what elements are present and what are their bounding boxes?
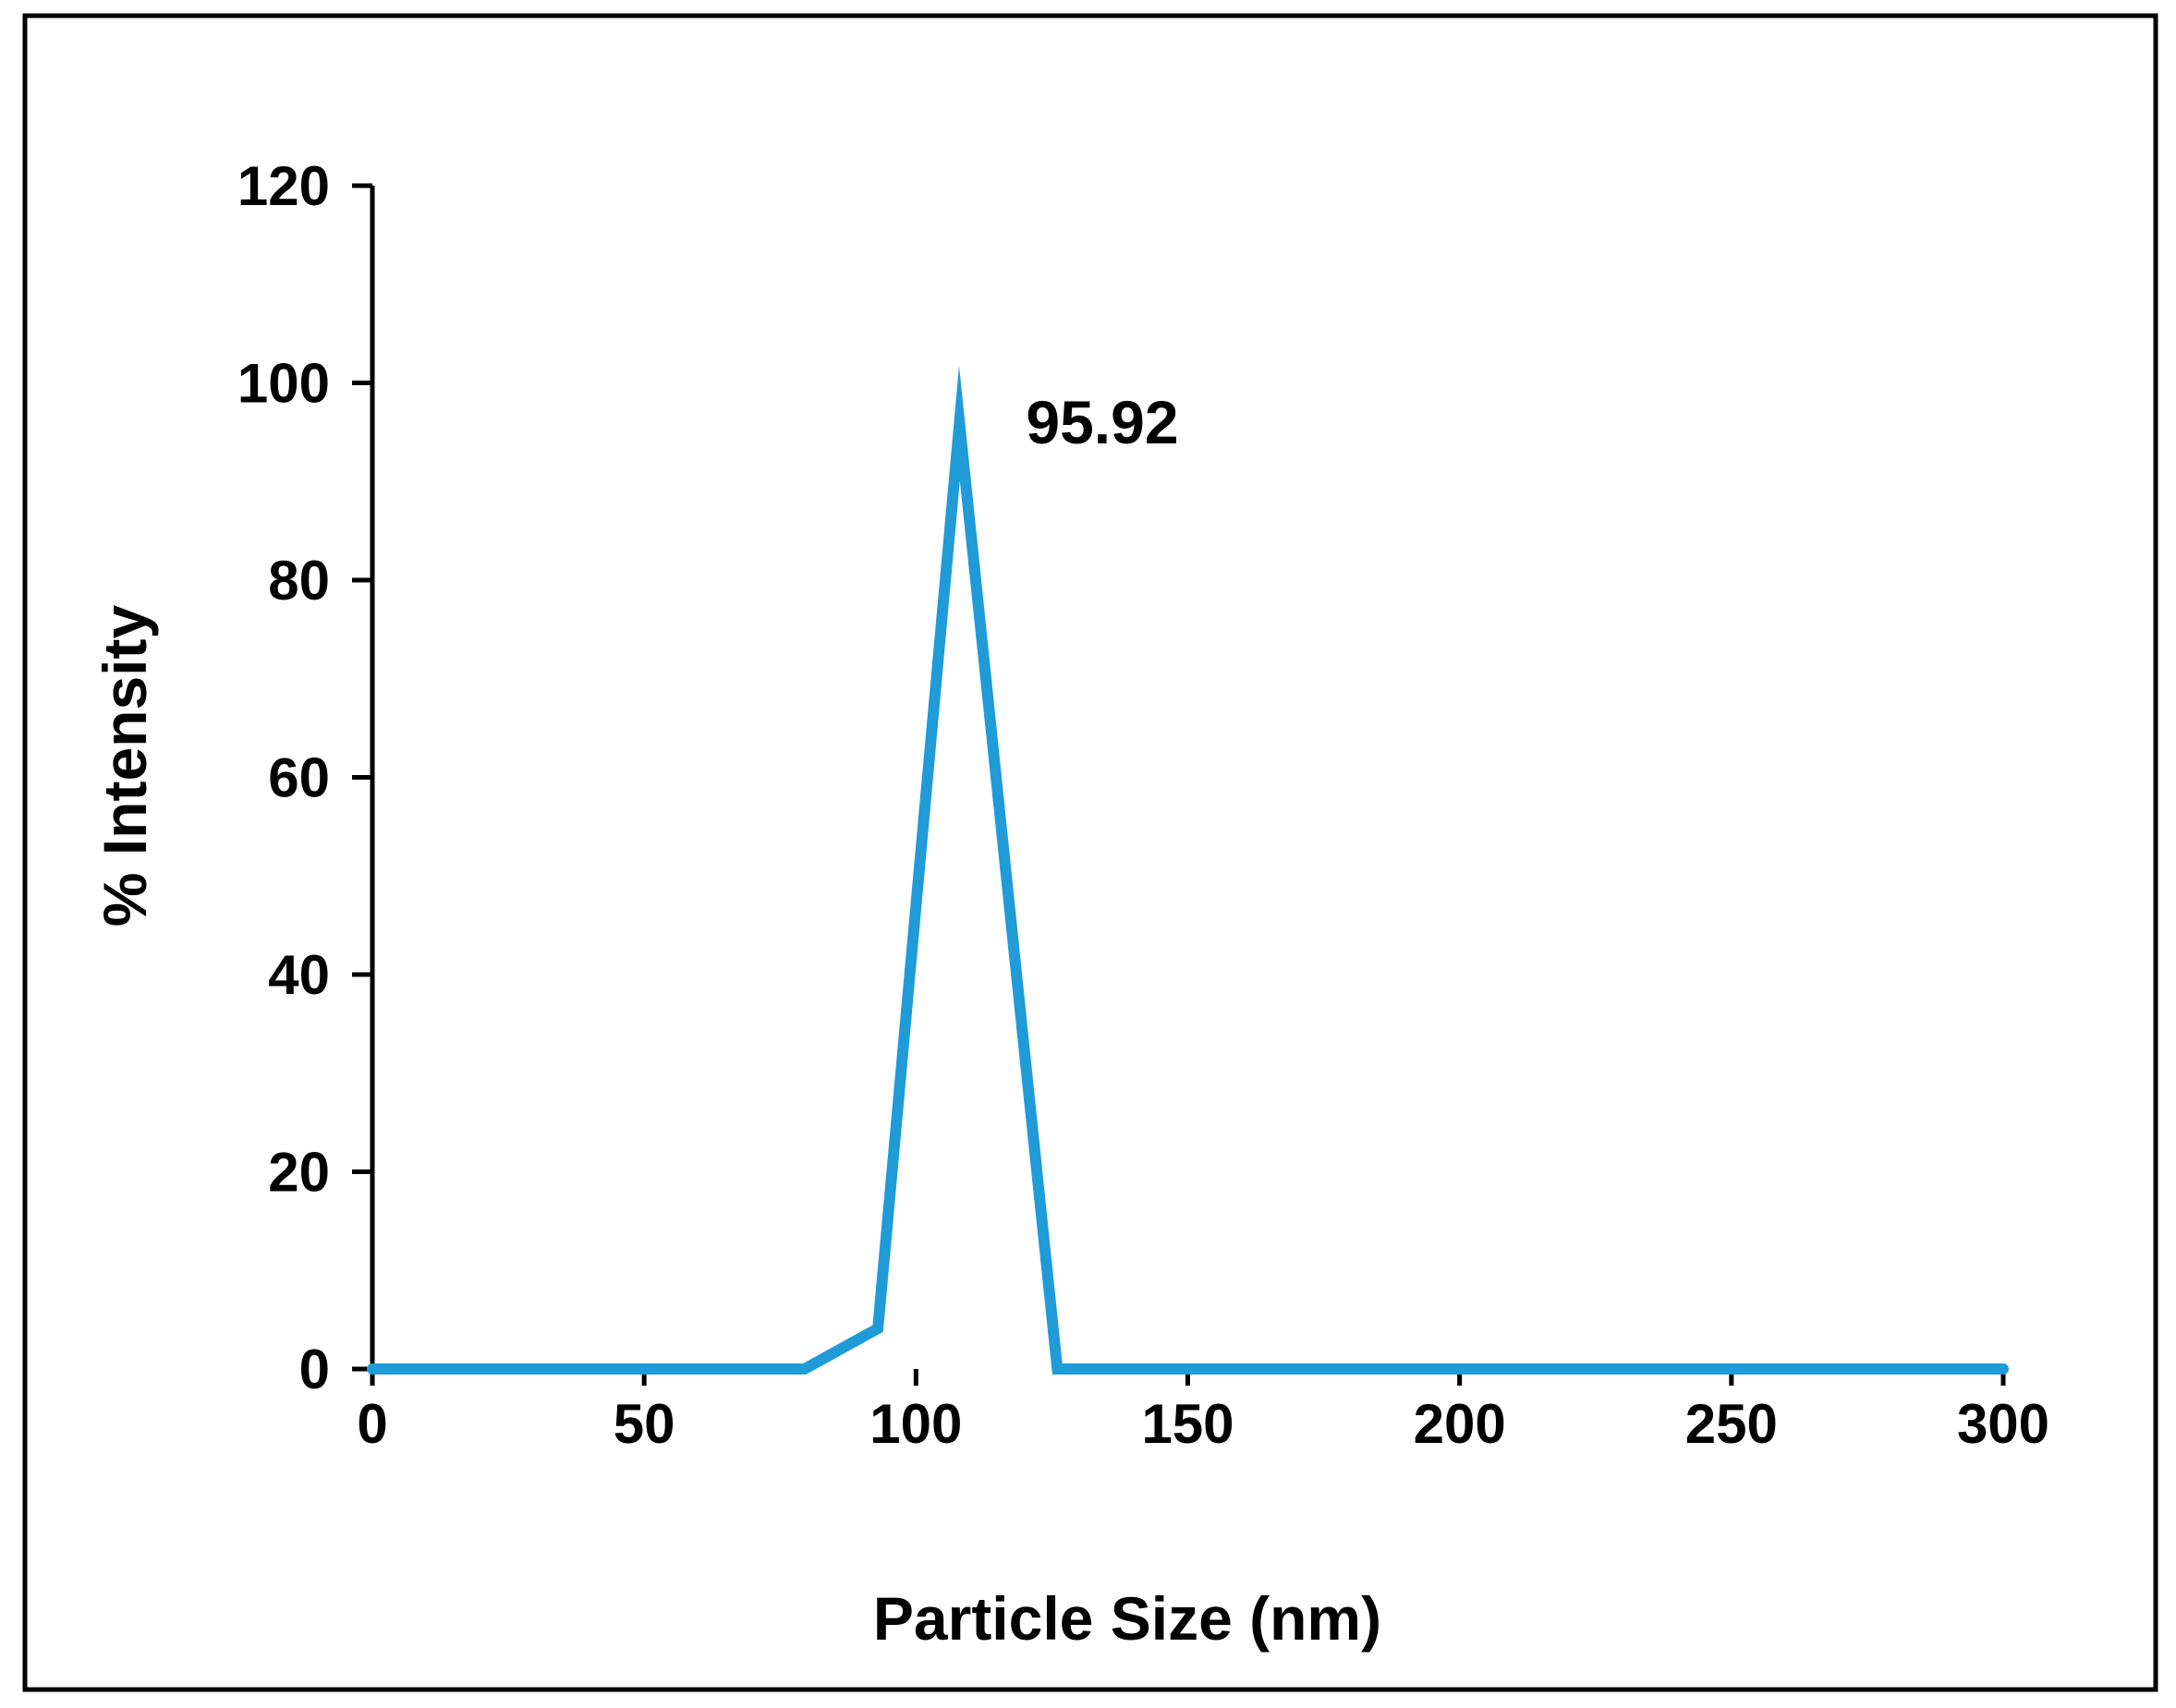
y-tick-label: 120 xyxy=(237,155,330,217)
y-tick-label: 20 xyxy=(268,1142,330,1204)
chart-border xyxy=(22,13,2158,1692)
x-tick-label: 150 xyxy=(1141,1393,1234,1455)
y-tick-label: 100 xyxy=(237,353,330,415)
plot-area: 0 20 40 60 80 100 120 0 50 100 150 200 250 300 95.92 xyxy=(237,155,2049,1455)
x-tick-label: 300 xyxy=(1957,1393,2049,1455)
y-tick-label: 60 xyxy=(268,747,330,809)
y-tick-label: 40 xyxy=(268,944,330,1006)
x-tick-label: 100 xyxy=(869,1393,962,1455)
y-axis-title: % Intensity xyxy=(91,605,159,927)
series-line xyxy=(367,365,2009,1375)
y-tick-label: 80 xyxy=(268,550,330,612)
x-tick-label: 200 xyxy=(1414,1393,1506,1455)
x-tick-label: 0 xyxy=(357,1393,387,1455)
peak-data-label: 95.92 xyxy=(1026,388,1178,456)
y-tick-label: 0 xyxy=(299,1339,330,1400)
x-tick-label: 50 xyxy=(614,1393,675,1455)
x-axis-title: Particle Size (nm) xyxy=(873,1584,1381,1653)
x-tick-label: 250 xyxy=(1685,1393,1778,1455)
